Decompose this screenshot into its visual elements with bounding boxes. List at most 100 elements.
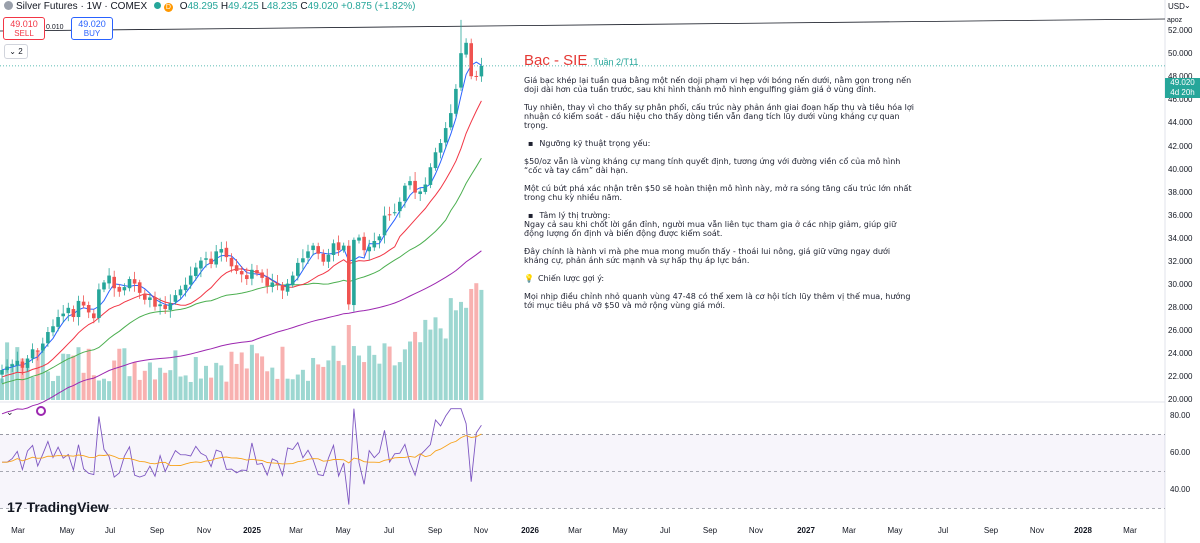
candle-body <box>204 258 208 260</box>
symbol-title[interactable]: Silver Futures · 1W · COMEX <box>16 1 148 12</box>
candle-body <box>81 301 86 306</box>
candle-body <box>148 297 152 300</box>
chevron-down-icon[interactable]: ⌄ <box>6 407 14 417</box>
volume-bar <box>76 347 81 400</box>
delayed-data-badge[interactable]: D <box>163 3 173 12</box>
candle-body <box>341 245 346 251</box>
volume-bar <box>316 364 321 400</box>
indicator-count: 2 <box>18 47 23 56</box>
volume-bar <box>260 356 265 400</box>
time-tick-label: Jul <box>104 526 116 535</box>
volume-bar <box>193 357 198 400</box>
candle-body <box>71 309 76 318</box>
buy-button[interactable]: 49.020 BUY <box>71 17 113 40</box>
candle-body <box>163 304 167 309</box>
time-tick-label: Mar <box>568 526 582 535</box>
candle-body <box>285 283 290 292</box>
volume-bar <box>107 381 112 400</box>
volume-bar <box>372 354 377 400</box>
candle-body <box>347 245 351 305</box>
time-tick-label: Jul <box>937 526 949 535</box>
volume-bar <box>341 365 346 400</box>
time-tick-label: 2028 <box>1074 526 1092 535</box>
collapse-indicators-button[interactable]: ⌄ 2 <box>4 44 28 59</box>
volume-bar <box>311 357 316 400</box>
volume-bar <box>377 363 382 400</box>
chevron-down-icon[interactable]: ⌄ <box>1184 1 1191 10</box>
time-tick-label: Mar <box>842 526 856 535</box>
volume-bar <box>142 370 147 400</box>
candle-body <box>158 304 162 307</box>
time-tick-label: Nov <box>196 526 212 535</box>
candle-body <box>102 282 106 290</box>
brand-text: TradingView <box>26 499 109 515</box>
candle-body <box>398 201 402 212</box>
volume-bar <box>25 363 30 400</box>
volume-bar <box>270 367 275 400</box>
candle-body <box>301 258 305 263</box>
tradingview-mark-icon: 17 <box>7 499 23 515</box>
volume-bar <box>71 355 76 400</box>
volume-bar <box>127 376 132 400</box>
candle-body <box>275 283 280 285</box>
candle-body <box>214 251 218 265</box>
volume-bar <box>198 378 203 400</box>
candle-body <box>326 254 331 262</box>
candle-body <box>153 297 157 307</box>
candle-body <box>372 240 377 248</box>
volume-bar <box>285 378 290 400</box>
time-tick-label: Sep <box>149 526 165 535</box>
volume-bar <box>382 343 387 400</box>
candle-body <box>479 65 484 77</box>
candle-body <box>0 370 4 375</box>
volume-bar <box>479 289 484 400</box>
candle-body <box>438 143 443 153</box>
volume-bar <box>392 365 397 400</box>
rsi-ma-line <box>2 433 482 467</box>
sell-button[interactable]: 49.010 SELL <box>3 17 45 40</box>
candle-body <box>321 253 326 262</box>
price-tick-label: 22.000 <box>1168 371 1193 381</box>
candle-body <box>178 289 183 296</box>
volume-bar <box>351 346 356 400</box>
candle-body <box>357 237 361 241</box>
candle-body <box>413 180 417 193</box>
volume-bar <box>265 371 270 400</box>
price-tick-label: 44.000 <box>1168 118 1193 128</box>
candle-body <box>117 286 122 292</box>
candle-body <box>209 258 213 265</box>
tradingview-logo[interactable]: 17 TradingView <box>7 499 109 515</box>
candle-body <box>219 249 224 253</box>
note-paragraph: Mọi nhịp điều chỉnh nhỏ quanh vùng 47-48… <box>524 292 911 310</box>
candle-body <box>239 271 244 275</box>
candle-body <box>469 43 473 77</box>
buy-price: 49.020 <box>78 19 106 29</box>
bar-countdown: 4d 20h <box>1170 88 1195 97</box>
candle-body <box>428 167 433 185</box>
volume-bar <box>153 379 157 400</box>
volume-bar <box>45 371 50 400</box>
analysis-note: Bạc - SIE Tuần 2/T11 Giá bạc khép lại tuầ… <box>524 52 914 319</box>
note-subtitle: Tuần 2/T11 <box>593 57 639 67</box>
price-tick-label: 38.000 <box>1168 187 1193 197</box>
note-paragraph: Ngay cả sau khi chốt lời gần đỉnh, người… <box>524 220 897 238</box>
time-tick-label: 2027 <box>797 526 815 535</box>
candle-body <box>143 293 147 300</box>
time-tick-label: May <box>335 526 351 535</box>
time-tick-label: Mar <box>11 526 25 535</box>
price-tick-label: 46.000 <box>1168 95 1193 105</box>
volume-bar <box>137 379 142 400</box>
time-tick-label: Sep <box>702 526 718 535</box>
volume-bar <box>158 367 163 400</box>
high-value: 49.425 <box>228 1 259 12</box>
candle-body <box>137 282 142 293</box>
rsi-tick-label: 60.00 <box>1170 447 1191 457</box>
time-tick-label: Sep <box>427 526 443 535</box>
currency-label[interactable]: USD <box>1168 2 1185 11</box>
volume-bar <box>362 362 367 400</box>
candle-body <box>51 326 55 333</box>
volume-bar <box>290 379 295 400</box>
volume-bar <box>413 331 418 400</box>
candle-body <box>224 247 229 258</box>
